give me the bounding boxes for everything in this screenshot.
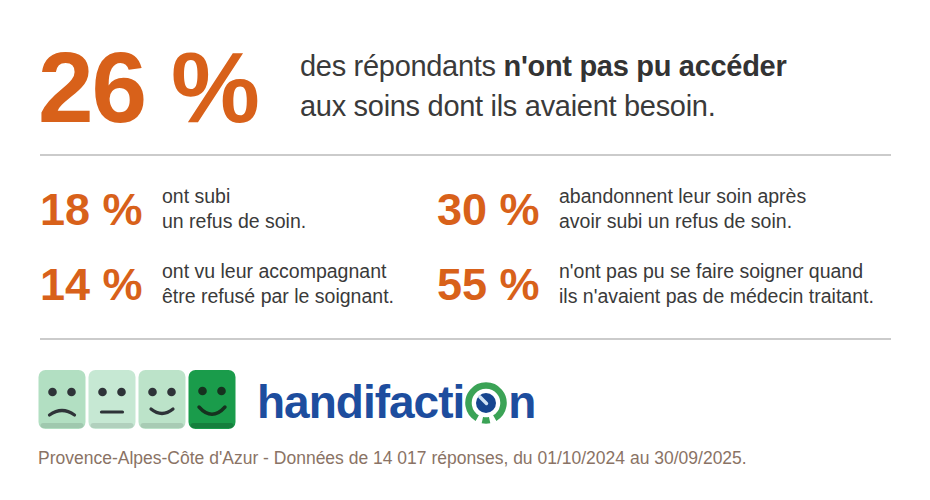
stat-accompagnant-refuse: 14 % ont vu leur accompagnant être refus… bbox=[40, 259, 460, 309]
stat-description-line-2: être refusé par le soignant. bbox=[162, 284, 460, 309]
divider-bottom bbox=[40, 338, 891, 340]
very-happy-face-icon bbox=[188, 369, 236, 431]
headline-text: des répondants n'ont pas pu accéder aux … bbox=[300, 46, 786, 126]
stat-description: n'ont pas pu se faire soigner quand ils … bbox=[559, 259, 857, 309]
headline-line-1: des répondants n'ont pas pu accéder bbox=[300, 46, 786, 86]
stat-description-line-2: un refus de soin. bbox=[162, 209, 460, 234]
headline-bold: n'ont pas pu accéder bbox=[504, 50, 787, 82]
stat-description-line-1: n'ont pas pu se faire soigner quand bbox=[559, 259, 857, 284]
stat-refus-de-soin: 18 % ont subi un refus de soin. bbox=[40, 184, 460, 234]
wordmark-left: handifacti bbox=[257, 376, 464, 428]
stat-description: ont vu leur accompagnant être refusé par… bbox=[162, 259, 460, 309]
stat-description: abandonnent leur soin après avoir subi u… bbox=[559, 184, 857, 234]
stat-description-line-2: avoir subi un refus de soin. bbox=[559, 209, 857, 234]
neutral-face-icon bbox=[88, 369, 136, 431]
headline-percentage: 26 % bbox=[38, 37, 258, 137]
happy-face-icon bbox=[138, 369, 186, 431]
stat-description: ont subi un refus de soin. bbox=[162, 184, 460, 234]
stat-percentage: 14 % bbox=[40, 262, 143, 307]
headline-line-2: aux soins dont ils avaient besoin. bbox=[300, 86, 786, 126]
stat-abandon-soin: 30 % abandonnent leur soin après avoir s… bbox=[437, 184, 857, 234]
handifaction-logo: handifacti n bbox=[257, 371, 535, 433]
stat-percentage: 18 % bbox=[40, 187, 143, 232]
divider-top bbox=[40, 154, 891, 156]
stat-percentage: 30 % bbox=[437, 187, 540, 232]
handifaction-mood-scale bbox=[38, 369, 236, 431]
headline-lead: des répondants bbox=[300, 50, 504, 82]
stat-description-line-1: ont vu leur accompagnant bbox=[162, 259, 460, 284]
stat-description-line-2: ils n'avaient pas de médecin traitant. bbox=[559, 284, 857, 309]
stat-percentage: 55 % bbox=[437, 262, 540, 307]
wordmark-right: n bbox=[508, 376, 535, 428]
stat-description-line-1: ont subi bbox=[162, 184, 460, 209]
footer-region-data-note: Provence-Alpes-Côte d'Azur - Données de … bbox=[38, 447, 747, 469]
sad-face-icon bbox=[38, 369, 86, 431]
stat-medecin-traitant: 55 % n'ont pas pu se faire soigner quand… bbox=[437, 259, 857, 309]
stat-description-line-1: abandonnent leur soin après bbox=[559, 184, 857, 209]
gauge-icon bbox=[465, 382, 507, 424]
